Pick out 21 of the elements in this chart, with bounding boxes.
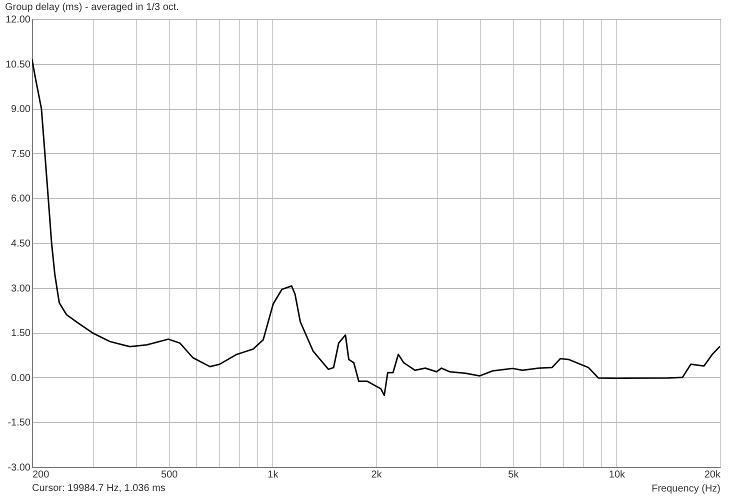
x-tick-label: 2k — [371, 470, 383, 480]
y-tick-label: -1.50 — [8, 418, 31, 429]
y-tick-label: 4.50 — [11, 238, 31, 250]
x-tick-label: 10k — [608, 470, 626, 480]
y-tick-label: 1.50 — [11, 328, 31, 340]
y-tick-label: 0.00 — [11, 372, 31, 384]
x-tick-label: 200 — [32, 470, 50, 480]
x-tick-label: 500 — [161, 470, 178, 480]
x-tick-label: 5k — [508, 470, 520, 480]
text: Cursor: 19984.7 Hz, 1.036 ms — [32, 483, 166, 494]
y-tick-label: 7.50 — [11, 148, 31, 160]
x-tick-label: 20k — [704, 470, 722, 480]
x-axis-title: Frequency (Hz) — [652, 484, 720, 494]
chart-title: Group delay (ms) - averaged in 1/3 oct. — [4, 2, 179, 13]
y-tick-label: 12.00 — [5, 14, 31, 26]
x-tick-label: 1k — [268, 470, 280, 480]
y-tick-label: -3.00 — [8, 462, 31, 474]
y-tick-label: 3.00 — [11, 283, 31, 294]
y-tick-label: 6.00 — [11, 194, 31, 205]
y-tick-label: 9.00 — [11, 104, 31, 116]
y-tick-label: 10.50 — [5, 59, 31, 70]
